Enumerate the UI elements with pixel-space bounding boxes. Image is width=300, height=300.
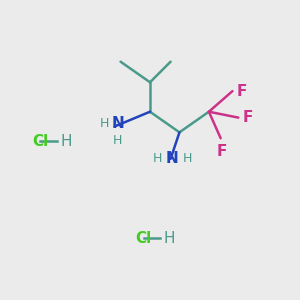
Text: H: H: [182, 152, 192, 165]
Text: H: H: [99, 117, 109, 130]
Text: Cl: Cl: [135, 231, 152, 246]
Text: H: H: [163, 231, 175, 246]
Text: F: F: [237, 84, 247, 99]
Text: F: F: [217, 144, 227, 159]
Text: H: H: [113, 134, 122, 147]
Text: F: F: [243, 110, 253, 125]
Text: N: N: [166, 151, 178, 166]
Text: H: H: [60, 134, 72, 149]
Text: N: N: [111, 116, 124, 131]
Text: H: H: [152, 152, 162, 165]
Text: Cl: Cl: [32, 134, 49, 149]
